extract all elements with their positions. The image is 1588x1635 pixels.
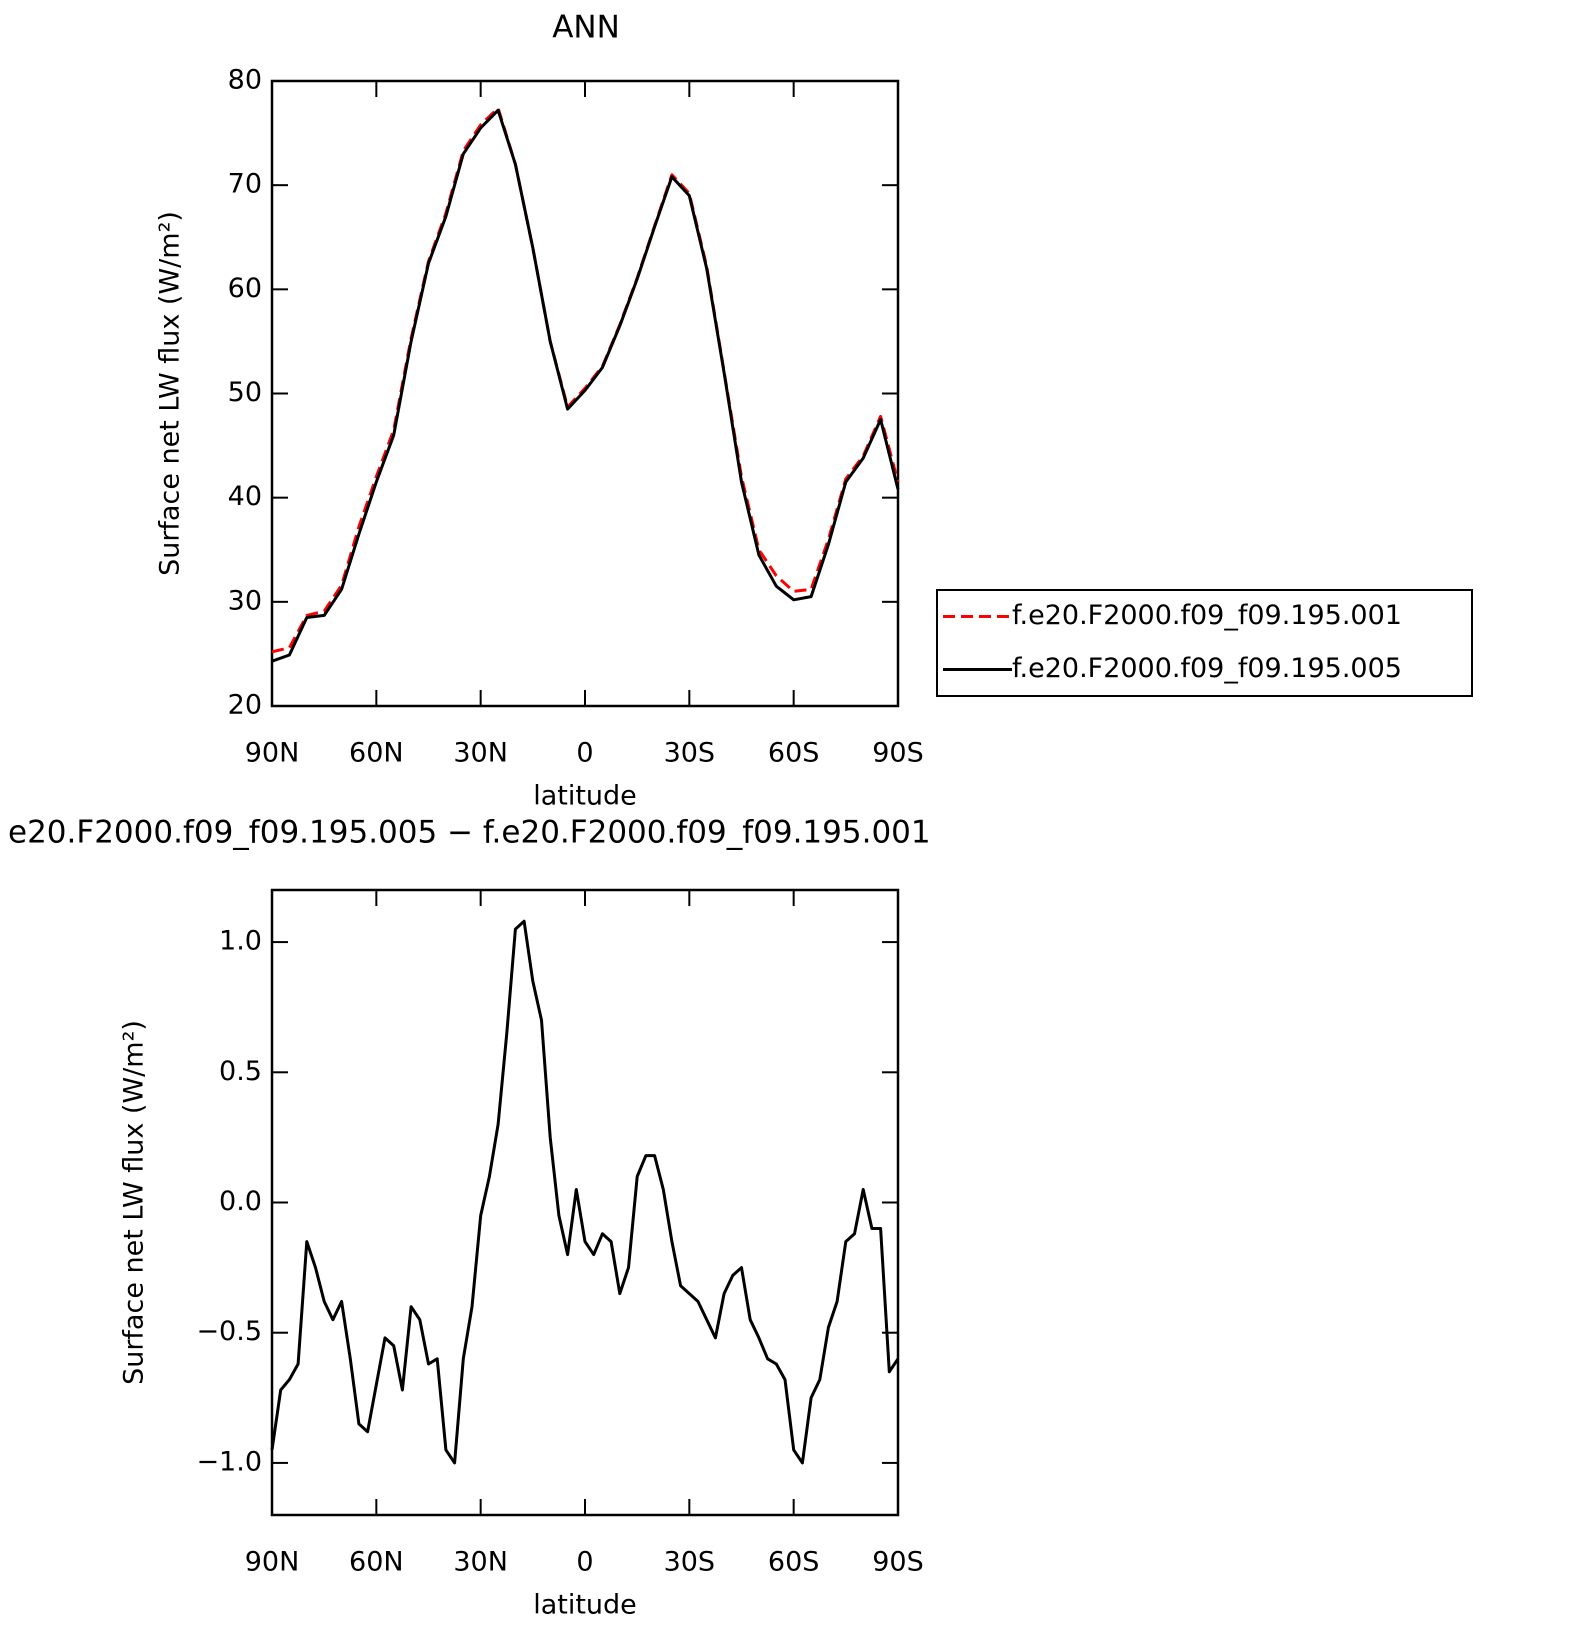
y-tick-label: 50 [228, 377, 262, 408]
y-tick-label: 20 [228, 690, 262, 721]
x-tick-label: 90S [872, 1547, 924, 1578]
x-tick-label: 90N [245, 738, 300, 769]
y-axis-label: Surface net LW flux (W/m²) [119, 1020, 150, 1385]
x-axis-label: latitude [533, 781, 637, 812]
x-tick-label: 0 [576, 1547, 593, 1578]
x-tick-label: 60N [349, 1547, 404, 1578]
y-tick-label: 30 [228, 585, 262, 616]
x-tick-label: 90S [872, 738, 924, 769]
y-tick-label: 40 [228, 481, 262, 512]
x-tick-label: 60S [768, 738, 820, 769]
legend-label: f.e20.F2000.f09_f09.195.005 [1012, 653, 1402, 684]
y-tick-label: 70 [228, 169, 262, 200]
y-tick-label: 1.0 [219, 926, 262, 957]
x-tick-label: 60N [349, 738, 404, 769]
y-axis-label: Surface net LW flux (W/m²) [155, 211, 186, 576]
chart-title: e20.F2000.f09_f09.195.005 − f.e20.F2000.… [8, 815, 931, 851]
x-tick-label: 60S [768, 1547, 820, 1578]
x-tick-label: 30N [453, 1547, 508, 1578]
y-tick-label: 60 [228, 273, 262, 304]
legend-label: f.e20.F2000.f09_f09.195.001 [1012, 600, 1402, 631]
legend-box [936, 589, 1473, 697]
series-line [271, 108, 900, 663]
x-tick-label: 30S [664, 738, 716, 769]
y-tick-label: 0.5 [219, 1056, 262, 1087]
chart-title: ANN [552, 10, 620, 46]
x-tick-label: 90N [245, 1547, 300, 1578]
x-tick-label: 0 [576, 738, 593, 769]
y-tick-label: 0.0 [219, 1186, 262, 1217]
y-tick-label: 80 [228, 65, 262, 96]
x-tick-label: 30N [453, 738, 508, 769]
x-axis-label: latitude [533, 1590, 637, 1621]
y-tick-label: −1.0 [196, 1446, 262, 1477]
y-tick-label: −0.5 [196, 1316, 262, 1347]
series-line [270, 919, 900, 1465]
plot-frame [270, 79, 900, 708]
plot-frame [270, 888, 900, 1517]
series-line [271, 106, 900, 654]
x-tick-label: 30S [664, 1547, 716, 1578]
